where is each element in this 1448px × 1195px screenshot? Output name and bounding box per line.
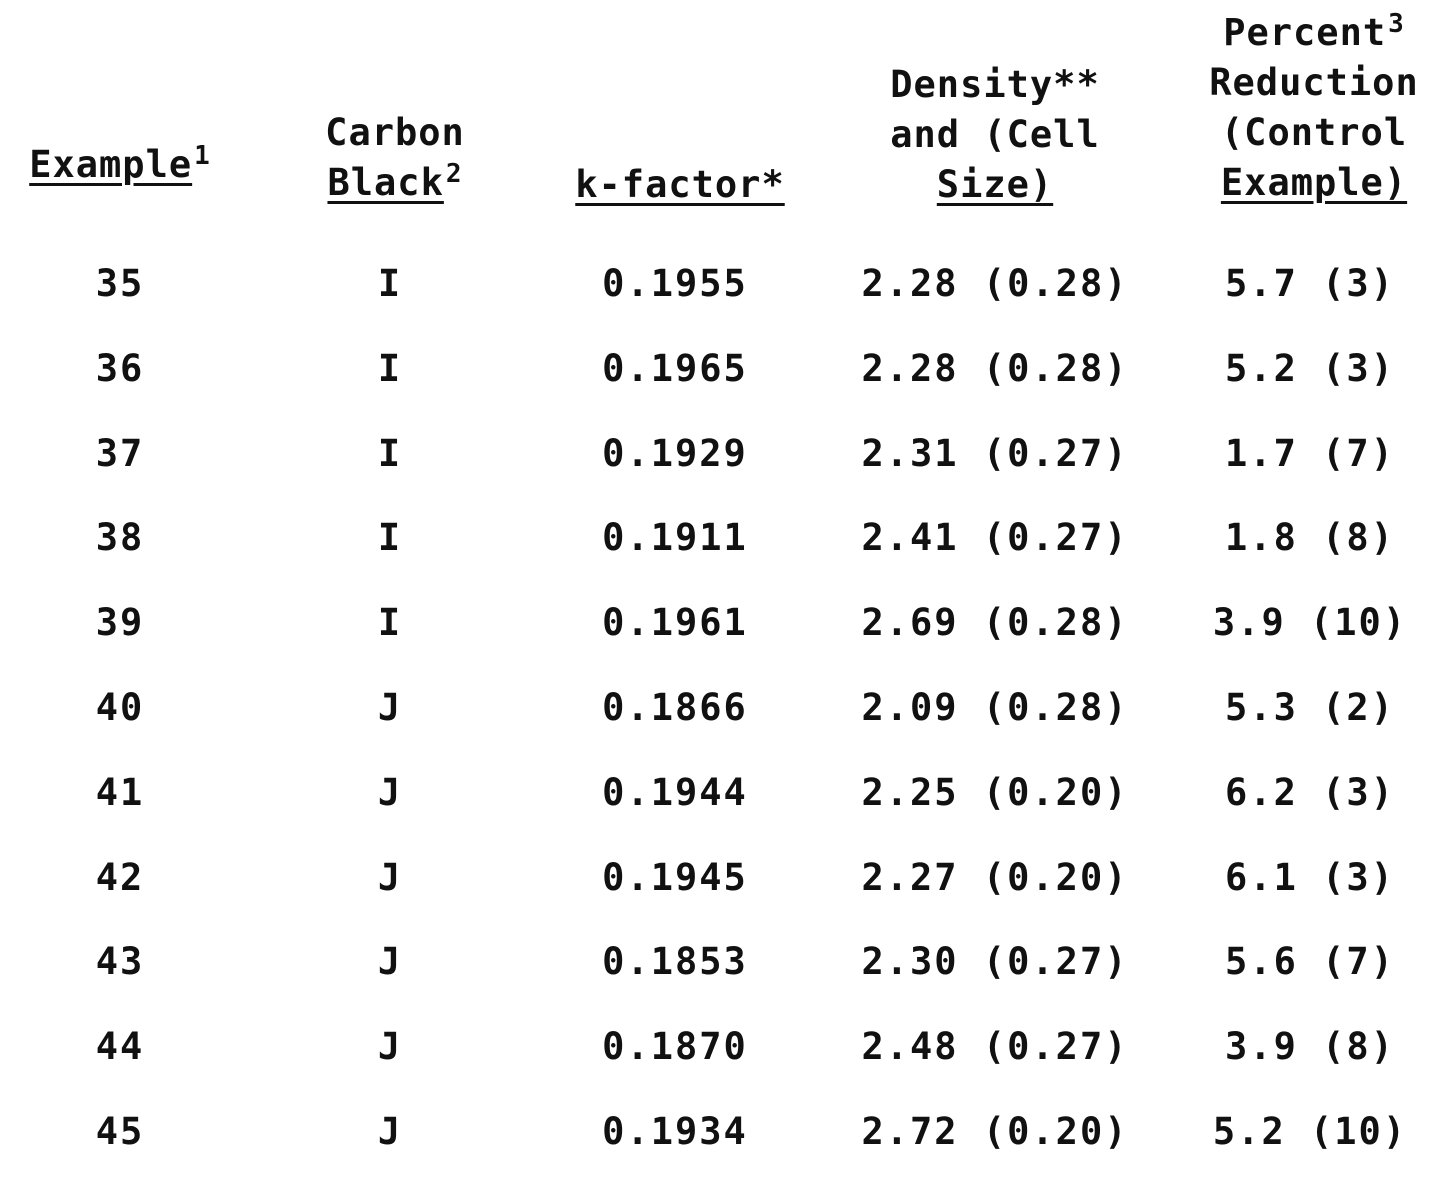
cell-percent-reduction: 5.7 (3) <box>1225 262 1395 305</box>
footnote-marker: 1 <box>194 140 211 171</box>
cell-density: 2.69 (0.28) <box>861 601 1129 645</box>
header-percent-line1: Percent <box>1223 11 1387 54</box>
cell-carbon-black: I <box>377 346 403 390</box>
table-header: Example1 Carbon Black2 k-factor* Density… <box>0 0 1448 240</box>
table-row: 36 I 0.1965 2.28 (0.28) 5.2 (3) <box>0 347 1448 432</box>
table-row: 38 I 0.1911 2.41 (0.27) 1.8 (8) <box>0 516 1448 601</box>
cell-example: 42 <box>95 855 145 899</box>
table-row: 40 J 0.1866 2.09 (0.28) 5.3 (2) <box>0 686 1448 771</box>
footnote-marker: 2 <box>445 158 463 189</box>
header-carbon-black-line1: Carbon <box>325 111 465 154</box>
table-row: 43 J 0.1853 2.30 (0.27) 5.6 (7) <box>0 940 1448 1025</box>
table-row: 39 I 0.1961 2.69 (0.28) 3.9 (10) <box>0 601 1448 686</box>
table-row: 44 J 0.1870 2.48 (0.27) 3.9 (8) <box>0 1025 1448 1110</box>
table-row: 45 J 0.1934 2.72 (0.20) 5.2 (10) <box>0 1110 1448 1195</box>
cell-density: 2.48 (0.27) <box>861 1025 1129 1069</box>
header-percent-line2: Reduction <box>1209 61 1419 104</box>
header-density-line2: and (Cell <box>890 113 1100 156</box>
cell-example: 43 <box>95 940 145 984</box>
header-carbon-black-line2: Black <box>327 161 444 204</box>
cell-percent-reduction: 6.2 (3) <box>1225 770 1395 814</box>
cell-example: 41 <box>95 770 145 814</box>
cell-example: 40 <box>95 685 145 729</box>
cell-carbon-black: I <box>377 262 403 305</box>
cell-k-factor: 0.1929 <box>602 431 748 475</box>
cell-carbon-black: I <box>377 431 403 475</box>
table-row: 35 I 0.1955 2.28 (0.28) 5.7 (3) <box>0 262 1448 347</box>
cell-density: 2.28 (0.28) <box>861 262 1129 305</box>
cell-k-factor: 0.1911 <box>602 516 748 560</box>
cell-density: 2.41 (0.27) <box>861 516 1129 560</box>
cell-density: 2.30 (0.27) <box>861 940 1129 984</box>
cell-density: 2.09 (0.28) <box>861 685 1129 729</box>
cell-carbon-black: J <box>377 685 403 729</box>
cell-example: 45 <box>95 1109 145 1153</box>
header-percent-reduction: Percent3 Reduction (Control Example) <box>1180 8 1448 208</box>
header-density-line1: Density** <box>890 63 1100 106</box>
cell-example: 39 <box>95 601 145 645</box>
cell-k-factor: 0.1955 <box>602 262 748 305</box>
cell-carbon-black: J <box>377 770 403 814</box>
cell-percent-reduction: 1.8 (8) <box>1225 516 1395 560</box>
cell-carbon-black: I <box>377 601 403 645</box>
cell-carbon-black: J <box>377 940 403 984</box>
header-percent-line3: (Control <box>1220 111 1408 154</box>
header-density-line3: Size) <box>936 163 1054 206</box>
cell-k-factor: 0.1866 <box>602 685 748 729</box>
cell-example: 35 <box>95 262 145 305</box>
header-carbon-black: Carbon Black2 <box>290 108 500 208</box>
cell-k-factor: 0.1934 <box>602 1109 748 1153</box>
cell-percent-reduction: 6.1 (3) <box>1225 855 1395 899</box>
cell-density: 2.25 (0.20) <box>861 770 1129 814</box>
cell-percent-reduction: 5.2 (3) <box>1225 346 1395 390</box>
table-body: 35 I 0.1955 2.28 (0.28) 5.7 (3) 36 I 0.1… <box>0 262 1448 1195</box>
cell-percent-reduction: 3.9 (10) <box>1212 601 1408 645</box>
cell-carbon-black: I <box>377 516 403 560</box>
header-example-label: Example <box>29 143 193 186</box>
cell-k-factor: 0.1961 <box>602 601 748 645</box>
cell-k-factor: 0.1853 <box>602 940 748 984</box>
cell-carbon-black: J <box>377 1109 403 1153</box>
cell-percent-reduction: 1.7 (7) <box>1225 431 1395 475</box>
cell-percent-reduction: 5.2 (10) <box>1212 1109 1408 1153</box>
cell-k-factor: 0.1945 <box>602 855 748 899</box>
cell-density: 2.28 (0.28) <box>861 346 1129 390</box>
cell-k-factor: 0.1870 <box>602 1025 748 1069</box>
footnote-marker: 3 <box>1388 8 1405 39</box>
header-percent-line4: Example) <box>1220 161 1408 204</box>
header-density: Density** and (Cell Size) <box>845 60 1145 210</box>
header-k-factor-label: k-factor* <box>575 163 785 206</box>
table-row: 41 J 0.1944 2.25 (0.20) 6.2 (3) <box>0 771 1448 856</box>
header-example: Example1 <box>0 140 240 190</box>
cell-example: 36 <box>95 346 145 390</box>
cell-density: 2.72 (0.20) <box>861 1109 1129 1153</box>
cell-density: 2.27 (0.20) <box>861 855 1129 899</box>
cell-example: 44 <box>95 1025 145 1069</box>
cell-percent-reduction: 5.3 (2) <box>1225 685 1395 729</box>
cell-example: 37 <box>95 431 145 475</box>
header-k-factor: k-factor* <box>545 160 815 210</box>
cell-percent-reduction: 3.9 (8) <box>1225 1025 1395 1069</box>
cell-k-factor: 0.1944 <box>602 770 748 814</box>
table-row: 37 I 0.1929 2.31 (0.27) 1.7 (7) <box>0 432 1448 517</box>
cell-carbon-black: J <box>377 855 403 899</box>
table-row: 42 J 0.1945 2.27 (0.20) 6.1 (3) <box>0 856 1448 941</box>
cell-density: 2.31 (0.27) <box>861 431 1129 475</box>
cell-example: 38 <box>95 516 145 560</box>
cell-percent-reduction: 5.6 (7) <box>1225 940 1395 984</box>
cell-carbon-black: J <box>377 1025 403 1069</box>
cell-k-factor: 0.1965 <box>602 346 748 390</box>
